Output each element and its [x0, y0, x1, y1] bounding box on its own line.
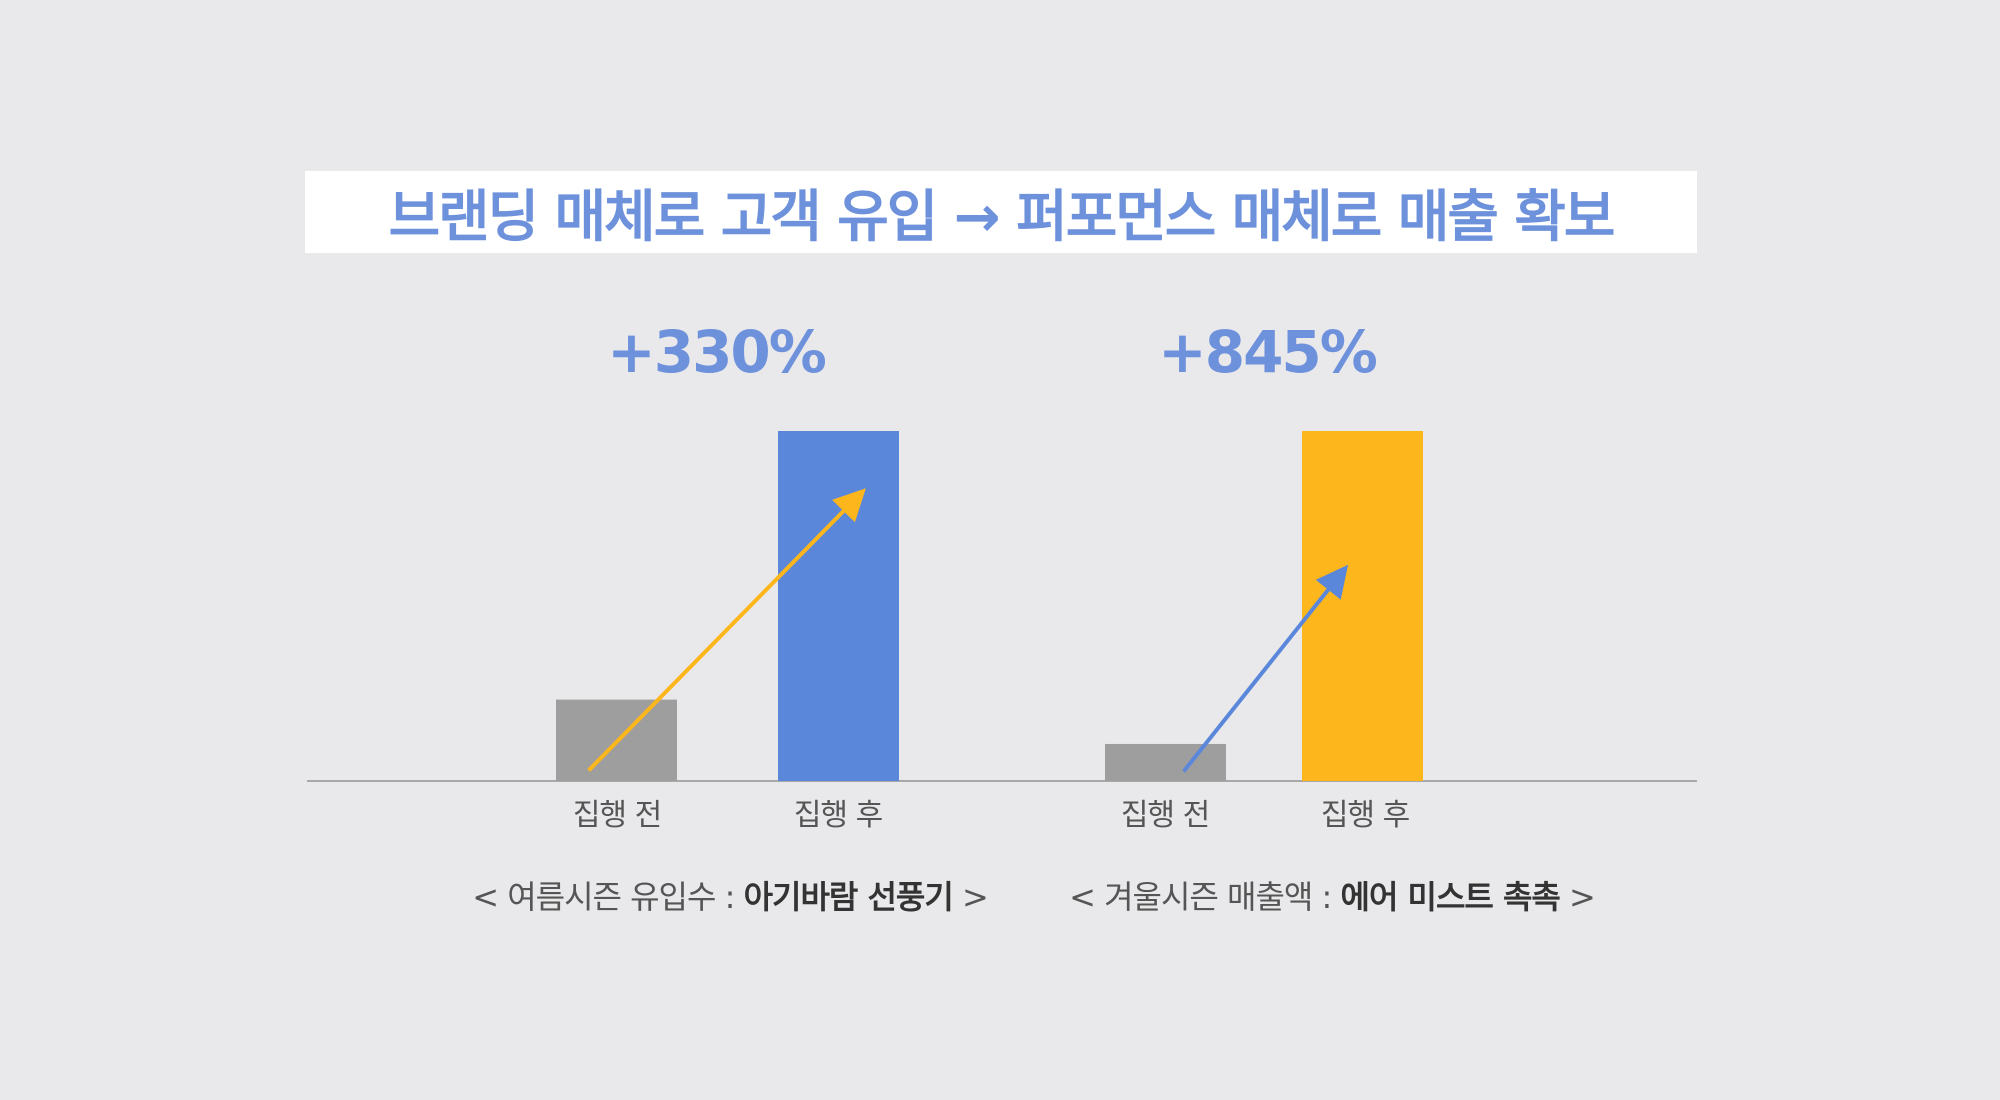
x-label-summer-before: 집행 전 — [572, 798, 662, 833]
growth-label-winter: +845% — [1158, 318, 1378, 386]
caption-winter-suffix: > — [1559, 878, 1596, 916]
page-title: 브랜딩 매체로 고객 유입 → 퍼포먼스 매체로 매출 확보 — [388, 184, 1616, 250]
title-banner: 브랜딩 매체로 고객 유입 → 퍼포먼스 매체로 매출 확보 — [305, 171, 1697, 253]
growth-arrow-summer — [587, 488, 866, 772]
caption-winter-product: 에어 미스트 촉촉 — [1340, 878, 1561, 916]
caption-summer-prefix: < 여름시즌 유입수 : — [472, 878, 744, 916]
bar-winter-after — [1302, 431, 1423, 781]
caption-winter-prefix: < 겨울시즌 매출액 : — [1069, 878, 1341, 916]
caption-summer-suffix: > — [952, 878, 989, 916]
caption-winter: < 겨울시즌 매출액 : 에어 미스트 촉촉 > — [1032, 872, 1632, 918]
x-label-winter-after: 집행 후 — [1320, 798, 1410, 833]
bar-winter-before — [1105, 743, 1226, 781]
growth-label-summer: +330% — [607, 318, 827, 386]
growth-arrow-winter — [1182, 564, 1349, 773]
caption-summer-product: 아기바람 선풍기 — [743, 878, 954, 916]
x-label-winter-before: 집행 전 — [1120, 798, 1210, 833]
x-label-summer-after: 집행 후 — [793, 798, 883, 833]
bar-summer-after — [778, 431, 899, 781]
caption-summer: < 여름시즌 유입수 : 아기바람 선풍기 > — [430, 872, 1030, 918]
